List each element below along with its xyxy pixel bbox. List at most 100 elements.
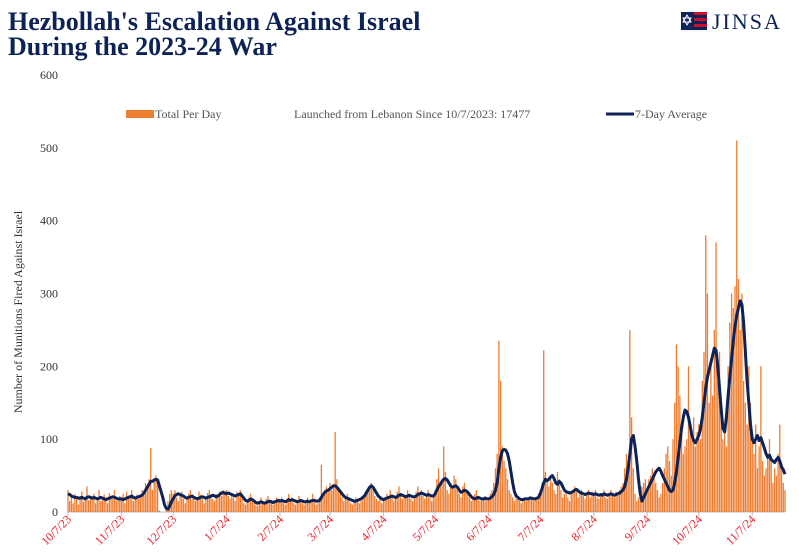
logo: JINSA (681, 9, 780, 34)
bar (505, 468, 507, 512)
bar (717, 380, 719, 512)
bar (84, 497, 86, 512)
bar (763, 475, 765, 512)
bar (451, 486, 454, 512)
x-tick-label: 8/7/24 (568, 512, 600, 544)
bar (401, 498, 404, 512)
bar (117, 497, 119, 512)
bar (515, 498, 517, 512)
bar (455, 479, 457, 512)
bar (444, 471, 447, 512)
bar (399, 493, 402, 512)
bar (474, 493, 476, 512)
bar (658, 497, 660, 512)
bar (672, 439, 674, 512)
bar (374, 495, 376, 512)
bar (408, 493, 410, 512)
bar (489, 493, 491, 512)
bar (698, 424, 700, 512)
bar (599, 493, 602, 512)
bar (72, 503, 74, 512)
bar (246, 501, 248, 512)
bar (93, 493, 95, 512)
bar (475, 490, 478, 512)
bar (465, 490, 467, 512)
bar (532, 501, 535, 512)
bar (379, 497, 381, 512)
bar (593, 493, 595, 512)
bar (344, 497, 347, 512)
bar (362, 497, 364, 512)
bar (484, 495, 486, 512)
bar (120, 497, 123, 512)
bar (189, 490, 192, 512)
bar (318, 497, 321, 512)
bar (363, 493, 366, 512)
bar (119, 495, 121, 512)
bar (301, 503, 304, 512)
bar (212, 498, 214, 512)
bar (250, 493, 252, 512)
bar (381, 503, 383, 512)
bar (203, 503, 205, 512)
bar (722, 439, 724, 512)
bar (224, 493, 226, 512)
bar (79, 495, 81, 512)
bar (217, 497, 219, 512)
bar (265, 498, 267, 512)
bar (263, 504, 266, 512)
bar (601, 495, 603, 512)
bar (541, 482, 543, 512)
bar (472, 498, 474, 512)
bar (286, 498, 288, 512)
bar (174, 490, 176, 512)
bar (622, 482, 624, 512)
bar (768, 439, 771, 512)
bar (305, 501, 307, 512)
bar (689, 424, 691, 512)
bar (327, 491, 329, 512)
bar (434, 490, 436, 512)
bar (315, 504, 317, 512)
bar (358, 503, 360, 512)
bar (568, 501, 571, 512)
bar (522, 498, 524, 512)
x-tick-label: 11/7/24 (723, 512, 759, 548)
bar (184, 503, 186, 512)
bar (734, 286, 736, 512)
bar (341, 497, 343, 512)
bar (346, 493, 348, 512)
bar (108, 493, 111, 512)
bar (699, 439, 702, 512)
bar (337, 490, 340, 512)
bar (598, 498, 600, 512)
bar (753, 453, 755, 512)
bar (737, 278, 740, 512)
bar (360, 501, 362, 512)
bar (605, 497, 607, 512)
x-tick-label: 12/7/23 (143, 512, 179, 548)
bar (350, 503, 352, 512)
bar (637, 497, 640, 512)
bar (334, 431, 336, 512)
bar (513, 501, 516, 512)
bar (779, 424, 781, 512)
bar (460, 497, 462, 512)
bar (67, 490, 69, 512)
bar (501, 446, 503, 512)
bar (312, 493, 314, 512)
y-tick-label: 600 (40, 68, 58, 82)
bar (227, 495, 229, 512)
bar (741, 293, 743, 512)
x-tick-label: 10/7/24 (669, 512, 705, 548)
bar (572, 490, 574, 512)
bar (239, 490, 242, 512)
logo-stripe (694, 12, 707, 15)
bar (708, 402, 710, 512)
bar (370, 482, 373, 512)
bar (277, 498, 279, 512)
bar (186, 497, 188, 512)
bar (603, 490, 605, 512)
bar (580, 490, 583, 512)
bar (146, 486, 148, 512)
